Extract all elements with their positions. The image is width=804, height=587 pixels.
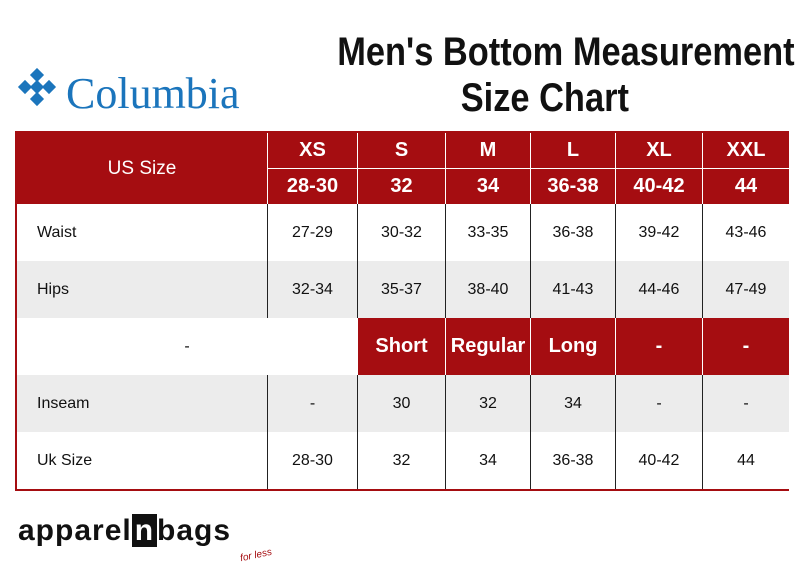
table-cell: 44 [702, 432, 789, 489]
table-cell: XXL [702, 133, 789, 169]
table-cell: 40-42 [615, 169, 702, 204]
table-cell: 32-34 [267, 261, 357, 318]
logo-part: bags [157, 514, 232, 547]
table-cell: XL [615, 133, 702, 169]
table-cell: Regular [445, 318, 530, 375]
table-cell: 38-40 [445, 261, 530, 318]
table-cell: 34 [530, 375, 615, 432]
footer-logo: apparel n bags [18, 514, 231, 548]
size-table: US Size XS S M L XL XXL 28-30 32 34 36-38 40-42 44 Wa… [15, 131, 789, 491]
table-cell: 35-37 [357, 261, 445, 318]
table-cell: 32 [357, 169, 445, 204]
table-cell: 43-46 [702, 204, 789, 261]
table-cell: 30 [357, 375, 445, 432]
table-cell: XS [267, 133, 357, 169]
title-line: Size Chart [460, 76, 630, 120]
table-cell: 32 [445, 375, 530, 432]
table-cell: 41-43 [530, 261, 615, 318]
title-line: Men's Bottom Measurement [337, 30, 795, 74]
logo-part: n [131, 514, 158, 547]
table-cell: Long [530, 318, 615, 375]
table-cell: 27-29 [267, 204, 357, 261]
table-cell: 44-46 [615, 261, 702, 318]
table-cell: Waist [17, 204, 267, 261]
table-cell: 34 [445, 432, 530, 489]
table-cell: 36-38 [530, 432, 615, 489]
title: Men's Bottom Measurement [300, 30, 794, 74]
table-cell: 34 [445, 169, 530, 204]
table-cell: 47-49 [702, 261, 789, 318]
table-cell: M [445, 133, 530, 169]
table-cell: 44 [702, 169, 789, 204]
table-cell: - [615, 318, 702, 375]
table-cell: - [702, 375, 789, 432]
table-cell: Uk Size [17, 432, 267, 489]
logo-part: apparel [18, 514, 132, 547]
table-cell: 39-42 [615, 204, 702, 261]
table-cell: 32 [357, 432, 445, 489]
table-cell: - [267, 375, 357, 432]
table-cell: L [530, 133, 615, 169]
table-cell: S [357, 133, 445, 169]
tagline: for less [239, 546, 274, 565]
table-cell: Hips [17, 261, 267, 318]
brand-icon [17, 68, 57, 107]
brand-logo: Columbia [66, 69, 240, 118]
table-cell: 28-30 [267, 432, 357, 489]
table-cell: 33-35 [445, 204, 530, 261]
table-cell: 28-30 [267, 169, 357, 204]
table-cell: Inseam [17, 375, 267, 432]
table-cell: - [702, 318, 789, 375]
table-cell: - [17, 318, 357, 375]
table-cell: - [615, 375, 702, 432]
table-cell: 36-38 [530, 169, 615, 204]
table-cell: 36-38 [530, 204, 615, 261]
table-cell: 30-32 [357, 204, 445, 261]
table-cell: US Size [17, 133, 267, 204]
table-cell: 40-42 [615, 432, 702, 489]
table-cell: Short [357, 318, 445, 375]
title: Size Chart [300, 76, 790, 120]
